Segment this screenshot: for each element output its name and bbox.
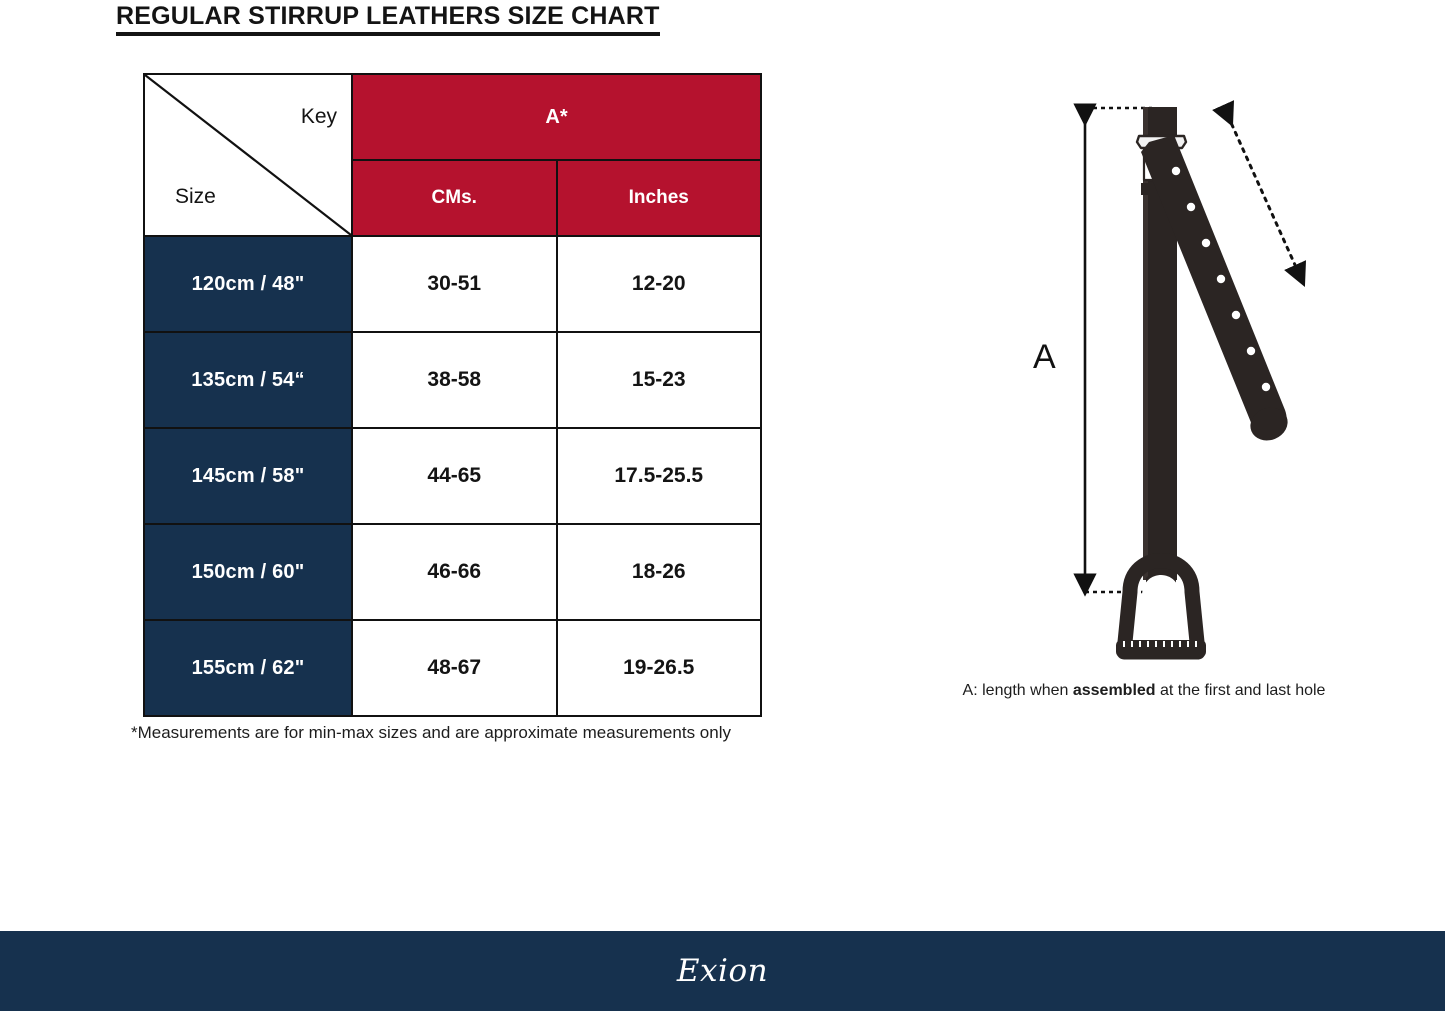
caption-suffix: at the first and last hole xyxy=(1155,682,1326,699)
footer-bar: Exion xyxy=(0,931,1445,1011)
table-row: 145cm / 58" 44-65 17.5-25.5 xyxy=(143,427,762,525)
row-size-label: 135cm / 54“ xyxy=(143,331,353,429)
table-row: 135cm / 54“ 38-58 15-23 xyxy=(143,331,762,429)
measurements-footnote: *Measurements are for min-max sizes and … xyxy=(131,723,731,742)
table-row: 155cm / 62" 48-67 19-26.5 xyxy=(143,619,762,717)
row-inches-value: 18-26 xyxy=(555,523,762,621)
column-group-header-a: A* xyxy=(351,73,762,161)
dimension-label-a: A xyxy=(1033,338,1056,376)
row-inches-value: 17.5-25.5 xyxy=(555,427,762,525)
row-size-label: 150cm / 60" xyxy=(143,523,353,621)
row-size-label: 155cm / 62" xyxy=(143,619,353,717)
row-size-label: 120cm / 48" xyxy=(143,235,353,333)
row-inches-value: 19-26.5 xyxy=(555,619,762,717)
table-row: 150cm / 60" 46-66 18-26 xyxy=(143,523,762,621)
stirrup-leather-diagram-icon xyxy=(1073,100,1307,660)
table-row: 120cm / 48" 30-51 12-20 xyxy=(143,235,762,333)
corner-size-label: Size xyxy=(175,185,216,208)
caption-bold-term: assembled xyxy=(1072,682,1156,699)
row-size-label: 145cm / 58" xyxy=(143,427,353,525)
diagram-caption: A: length when assembled at the first an… xyxy=(934,682,1354,700)
row-cms-value: 46-66 xyxy=(351,523,558,621)
table-header-row-2: CMs. Inches xyxy=(144,159,762,237)
column-header-cms: CMs. xyxy=(351,159,558,237)
page-title: REGULAR STIRRUP LEATHERS SIZE CHART xyxy=(116,2,660,36)
row-inches-value: 12-20 xyxy=(555,235,762,333)
diagonal-divider-icon xyxy=(145,75,351,235)
row-cms-value: 44-65 xyxy=(351,427,558,525)
corner-key-label: Key xyxy=(300,105,337,128)
row-cms-value: 30-51 xyxy=(351,235,558,333)
row-cms-value: 48-67 xyxy=(351,619,558,717)
brand-logo: Exion xyxy=(676,953,769,989)
size-chart-table: Key Size A* CMs. Inches 120cm / 48" 30-5… xyxy=(143,73,762,717)
caption-prefix: A: length when xyxy=(962,682,1073,699)
corner-key-size-cell: Key Size xyxy=(143,73,353,237)
row-cms-value: 38-58 xyxy=(351,331,558,429)
product-diagram-panel: A xyxy=(930,80,1350,720)
column-header-inches: Inches xyxy=(555,159,762,237)
table-header-row-1: Key Size A* xyxy=(143,73,762,237)
row-inches-value: 15-23 xyxy=(555,331,762,429)
